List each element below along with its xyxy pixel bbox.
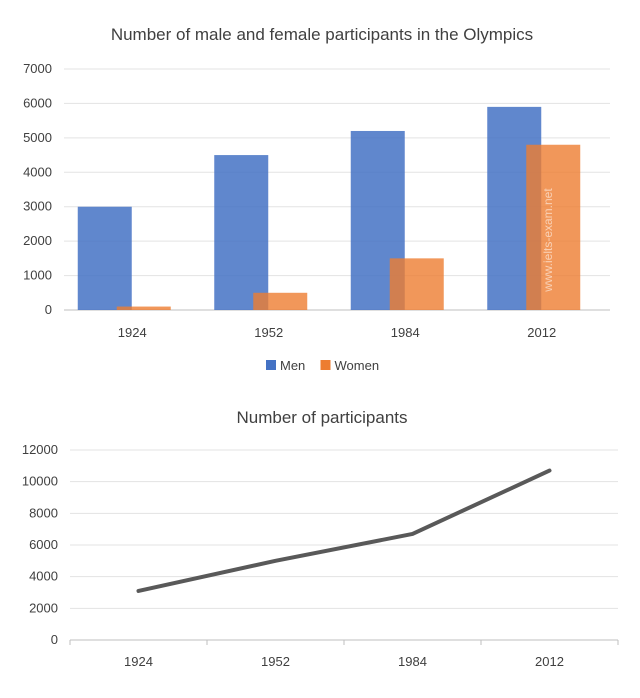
line-chart-y-tick-labels: 0 2000 4000 6000 8000 10000 12000: [22, 442, 58, 647]
bar-y-tick-label: 6000: [23, 95, 52, 110]
bar-men-1924: [77, 206, 132, 310]
bar-chart-legend: Men Women: [266, 358, 379, 373]
bar-y-tick-label: 7000: [23, 61, 52, 76]
line-x-tick-label: 2012: [535, 654, 564, 669]
line-y-tick-label: 8000: [29, 505, 58, 520]
bar-chart-title: Number of male and female participants i…: [111, 25, 533, 44]
bar-women-2012: [526, 144, 581, 310]
bar-chart-x-tick-labels: 1924 1952 1984 2012: [118, 325, 556, 340]
watermark-text: www.ielts-exam.net: [541, 188, 555, 293]
line-x-tick-label: 1924: [124, 654, 153, 669]
bar-y-tick-label: 4000: [23, 164, 52, 179]
bar-y-tick-label: 5000: [23, 130, 52, 145]
line-y-tick-label: 10000: [22, 474, 58, 489]
bar-y-tick-label: 2000: [23, 233, 52, 248]
line-chart-title: Number of participants: [236, 408, 407, 427]
bar-women-1984: [389, 258, 444, 310]
bar-chart-gridlines: [64, 68, 610, 311]
bar-y-tick-label: 0: [45, 302, 52, 317]
legend-label-men: Men: [280, 358, 305, 373]
bar-y-tick-label: 1000: [23, 268, 52, 283]
bar-x-tick-label: 1984: [391, 325, 420, 340]
line-series-total-participants: [136, 468, 552, 593]
bar-women-1952: [253, 292, 308, 310]
line-y-tick-label: 4000: [29, 569, 58, 584]
bar-women-1924: [116, 306, 171, 310]
line-x-tick-label: 1952: [261, 654, 290, 669]
bar-men-1952: [214, 155, 269, 310]
line-chart-series: [136, 468, 552, 593]
line-y-tick-label: 6000: [29, 537, 58, 552]
line-y-tick-label: 0: [51, 632, 58, 647]
bar-chart-bars: [77, 106, 581, 310]
bar-x-tick-label: 2012: [527, 325, 556, 340]
bar-chart: Number of male and female participants i…: [23, 25, 610, 373]
legend-label-women: Women: [335, 358, 380, 373]
bar-chart-y-tick-labels: 0 1000 2000 3000 4000 5000 6000 7000: [23, 61, 52, 317]
legend-swatch-men: [266, 360, 276, 370]
line-x-tick-label: 1984: [398, 654, 427, 669]
bar-x-tick-label: 1924: [118, 325, 147, 340]
line-chart-x-tick-labels: 1924 1952 1984 2012: [69, 640, 619, 669]
line-chart: Number of participants 0 2000 4000 6000 8000…: [22, 408, 619, 669]
legend-swatch-women: [320, 360, 331, 370]
line-y-tick-label: 12000: [22, 442, 58, 457]
bar-y-tick-label: 3000: [23, 199, 52, 214]
bar-x-tick-label: 1952: [254, 325, 283, 340]
line-y-tick-label: 2000: [29, 600, 58, 615]
